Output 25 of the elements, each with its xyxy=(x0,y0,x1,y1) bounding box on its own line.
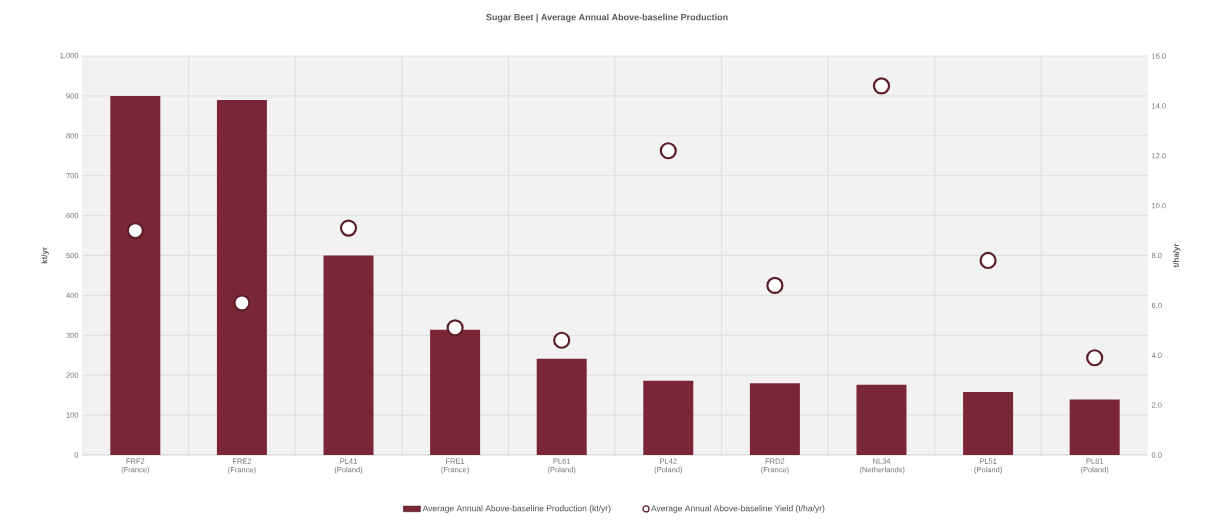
bar xyxy=(216,99,267,455)
point xyxy=(659,142,677,160)
legend-label: Average Annual Above-baseline Production (kt/yr) xyxy=(422,505,611,513)
point xyxy=(553,331,571,349)
bar xyxy=(643,380,694,455)
point xyxy=(446,319,464,337)
point xyxy=(339,219,358,237)
point xyxy=(872,77,891,95)
point xyxy=(126,221,144,240)
y2-axis-title: t/ha/yr xyxy=(1172,243,1181,268)
bar xyxy=(856,384,907,455)
chart-title: Sugar Beet | Average Annual Above-baseline Production xyxy=(486,13,728,23)
bar xyxy=(749,383,800,455)
bar xyxy=(323,255,374,455)
bar xyxy=(110,95,161,455)
point xyxy=(233,294,251,312)
point xyxy=(766,276,784,295)
bar xyxy=(1069,399,1120,455)
point xyxy=(979,251,997,270)
point xyxy=(1086,349,1104,367)
bar xyxy=(963,391,1014,455)
legend-label: Average Annual Above-baseline Yield (t/ha/yr) xyxy=(650,505,825,513)
y-axis-title: kt/yr xyxy=(41,247,49,264)
bar xyxy=(430,329,481,455)
bar xyxy=(536,358,587,455)
